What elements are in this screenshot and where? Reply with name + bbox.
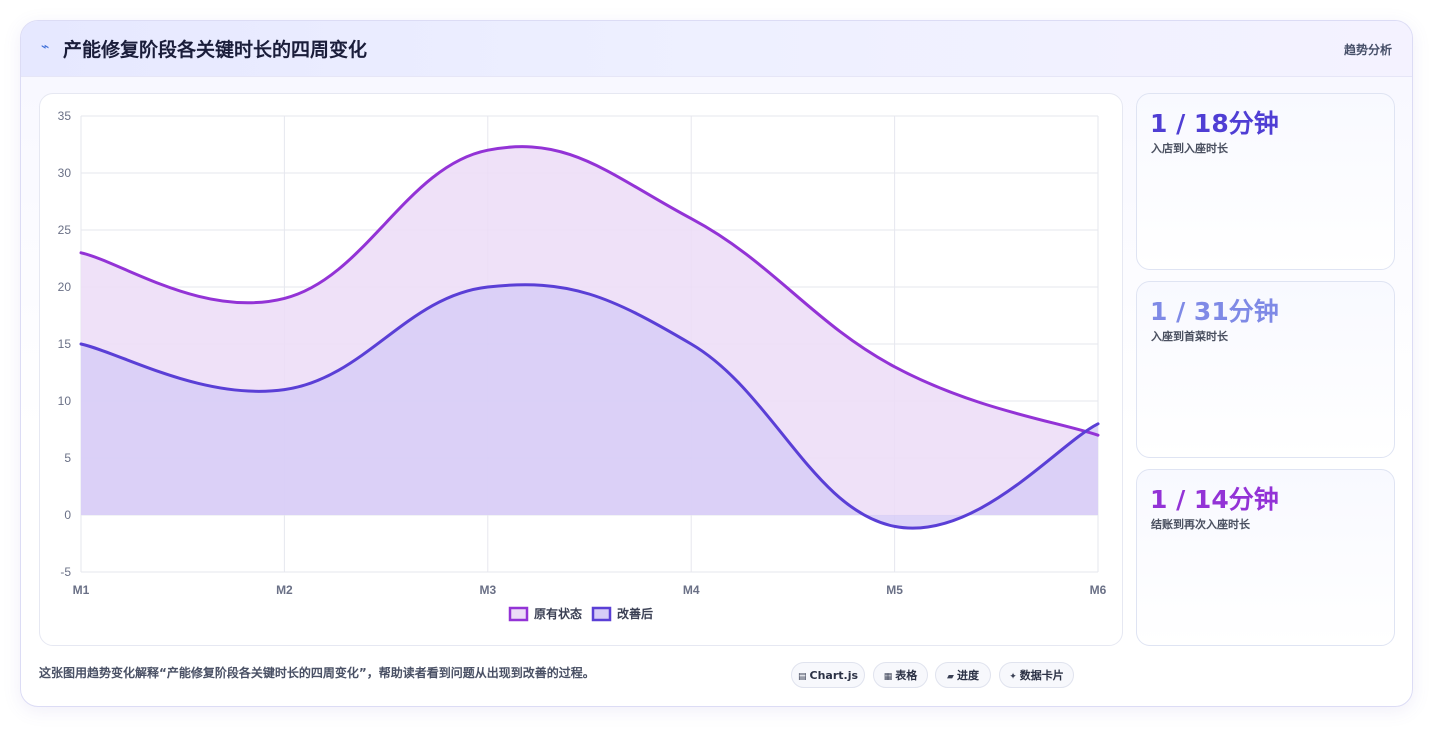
y-tick-label: 10 (58, 394, 72, 408)
y-tick-label: 15 (58, 337, 72, 351)
chart-icon: ▤ (797, 672, 807, 682)
legend-swatch (591, 606, 612, 622)
chip-label: 数据卡片 (1019, 669, 1064, 682)
chip-chartjs[interactable]: ▤ Chart.js (791, 662, 865, 688)
area-chart: -5 0 5 10 15 20 25 30 35 M1 M2 M3 M4 M5 M6 原有状态 改善后 (58, 109, 1107, 622)
y-tick-label: -5 (60, 565, 71, 579)
y-tick-label: 35 (58, 109, 72, 123)
y-tick-label: 25 (58, 223, 72, 237)
lightning-icon: ⌁ (41, 39, 50, 55)
legend-label: 原有状态 (534, 606, 582, 621)
stat-label: 入座到首菜时长 (1151, 330, 1228, 343)
chip-label: Chart.js (809, 669, 859, 682)
chip-label: 进度 (956, 669, 979, 682)
stat-value: 1 / 31分钟 (1150, 297, 1279, 326)
x-tick-label: M6 (1090, 583, 1107, 597)
series-line-2 (79, 283, 1100, 530)
chip-label: 表格 (895, 669, 918, 682)
stat-card-seat-to-first-dish: 1 / 31分钟 入座到首菜时长 (1136, 281, 1395, 458)
dashboard-card: ⌁ 产能修复阶段各关键时长的四周变化 趋势分析 -5 0 5 10 15 20 25 30 35… (20, 20, 1413, 707)
stat-value: 1 / 18分钟 (1150, 109, 1279, 138)
x-tick-label: M4 (683, 583, 700, 597)
stat-label: 入店到入座时长 (1151, 142, 1228, 155)
trend-analysis-link[interactable]: 趋势分析 (1343, 43, 1392, 57)
x-tick-label: M2 (276, 583, 293, 597)
stat-card-checkout-to-reseat: 1 / 14分钟 结账到再次入座时长 (1136, 469, 1395, 646)
series-line-1 (79, 145, 1100, 437)
page-title: 产能修复阶段各关键时长的四周变化 (63, 39, 368, 61)
card-header: ⌁ 产能修复阶段各关键时长的四周变化 趋势分析 (21, 21, 1412, 77)
data-card-icon: ✦ (1009, 672, 1017, 682)
chart-panel: -5 0 5 10 15 20 25 30 35 M1 M2 M3 M4 M5 M6 原有状态 改善后 (39, 93, 1123, 646)
table-icon: ▦ (883, 672, 893, 682)
chip-table[interactable]: ▦ 表格 (873, 662, 928, 688)
stat-label: 结账到再次入座时长 (1151, 518, 1250, 531)
series-area-2 (81, 284, 1098, 529)
x-tick-label: M1 (73, 583, 90, 597)
stat-value: 1 / 14分钟 (1150, 485, 1279, 514)
stat-card-entry-to-seat: 1 / 18分钟 入店到入座时长 (1136, 93, 1395, 270)
x-tick-label: M3 (479, 583, 496, 597)
legend-swatch (508, 606, 529, 622)
x-tick-label: M5 (886, 583, 903, 597)
y-tick-label: 30 (58, 166, 72, 180)
y-tick-label: 0 (64, 508, 71, 522)
y-tick-label: 20 (58, 280, 72, 294)
progress-icon: ▰ (947, 672, 954, 682)
chart-caption: 这张图用趋势变化解释“产能修复阶段各关键时长的四周变化”，帮助读者看到问题从出现… (39, 666, 595, 680)
chip-data-card[interactable]: ✦ 数据卡片 (999, 662, 1074, 688)
y-tick-label: 5 (64, 451, 71, 465)
legend-label: 改善后 (617, 606, 653, 621)
chip-progress[interactable]: ▰ 进度 (935, 662, 991, 688)
